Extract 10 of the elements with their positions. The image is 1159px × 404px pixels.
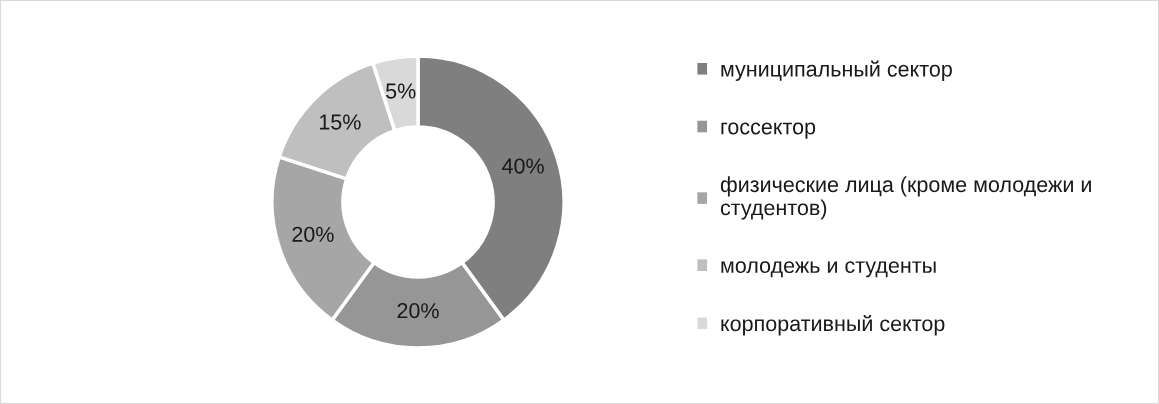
legend-label: молодежь и студенты: [721, 261, 936, 278]
legend-label: физические лица (кроме молодежи и студентов): [720, 176, 1091, 220]
legend-label: муниципальный сектор: [721, 60, 952, 81]
data-label: 40%: [502, 158, 544, 174]
data-label: 20%: [292, 226, 334, 242]
data-label: 5%: [386, 83, 416, 99]
legend-label: корпоративный сектор: [721, 315, 945, 336]
data-label: 15%: [319, 114, 361, 130]
legend-label: госсектор: [721, 122, 816, 139]
data-label: 20%: [397, 303, 439, 319]
